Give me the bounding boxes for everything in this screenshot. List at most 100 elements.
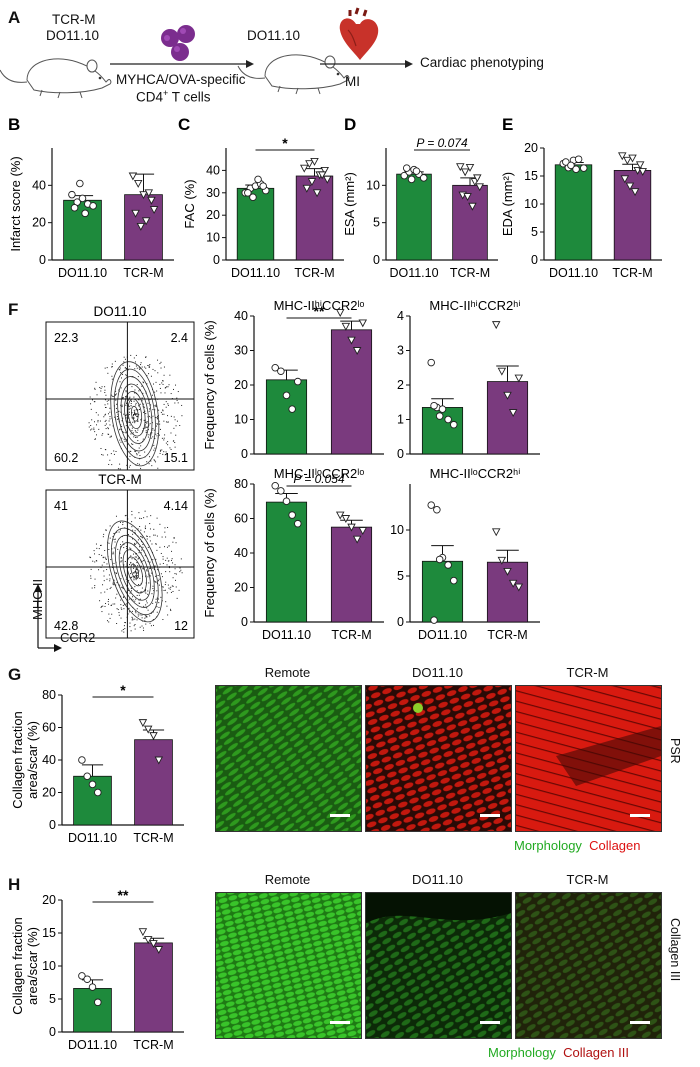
y-tick-label: 0 xyxy=(39,253,46,267)
data-point xyxy=(76,179,84,188)
data-point xyxy=(444,415,452,424)
bar-do11 xyxy=(421,560,464,623)
y-tick-label: 30 xyxy=(206,186,220,200)
data-point xyxy=(282,391,291,400)
category-label: DO11.10 xyxy=(231,266,280,280)
y-axis-label: area/scar (%) xyxy=(25,721,40,799)
data-point xyxy=(358,527,368,536)
flow-x-axis-label: CCR2 xyxy=(60,630,96,645)
mouse-icon xyxy=(237,54,350,95)
panel-label-g: G xyxy=(8,665,22,684)
data-point xyxy=(435,412,444,420)
quadrant-ul: 22.3 xyxy=(54,331,78,345)
data-point xyxy=(323,175,332,184)
y-tick-label: 2 xyxy=(397,378,404,392)
data-point xyxy=(282,497,291,506)
data-point xyxy=(138,928,148,937)
flow-title: DO11.10 xyxy=(93,304,146,319)
flow-contour xyxy=(117,376,153,452)
data-point xyxy=(320,166,329,175)
micrograph-g-tcrm xyxy=(515,685,662,832)
panel-label: D xyxy=(344,115,356,134)
mi-label: MI xyxy=(345,74,360,89)
data-point xyxy=(444,561,452,569)
data-point xyxy=(89,202,97,210)
flow-plot-tcrm: TCR-M 41 4.14 42.8 12 xyxy=(45,472,195,639)
t-cells-icon xyxy=(161,25,195,61)
data-point xyxy=(88,983,97,991)
data-point xyxy=(78,972,86,980)
data-point xyxy=(430,401,438,410)
sig-label: P = 0.074 xyxy=(416,136,468,150)
sig-label: * xyxy=(120,682,126,698)
data-point xyxy=(574,155,583,163)
y-axis-label: area/scar (%) xyxy=(25,927,40,1005)
y-tick-label: 20 xyxy=(234,378,248,392)
y-tick-label: 20 xyxy=(234,581,248,595)
mouse1-label-1: TCR-M xyxy=(52,12,96,27)
data-point xyxy=(562,158,570,166)
data-point xyxy=(402,164,411,172)
data-point xyxy=(305,160,314,169)
y-tick-label: 4 xyxy=(397,309,404,323)
data-point xyxy=(352,535,362,544)
sig-label: P = 0.054 xyxy=(293,472,345,486)
bar-do11 xyxy=(63,199,102,261)
data-point xyxy=(70,203,79,212)
quadrant-ul: 41 xyxy=(54,499,68,513)
data-point xyxy=(143,725,153,734)
data-point xyxy=(288,405,296,413)
y-tick-label: 0 xyxy=(241,447,248,461)
bar-tcrm xyxy=(330,526,373,623)
y-tick-label: 0 xyxy=(397,447,404,461)
bar-tcrm xyxy=(295,175,334,261)
category-label: DO11.10 xyxy=(58,266,107,280)
panel-label-h: H xyxy=(8,875,21,894)
y-axis-label: Frequency of cells (%) xyxy=(202,320,217,449)
data-point xyxy=(628,154,637,163)
chart-title: MHC-IIˡᵒCCR2ˡᵒ xyxy=(274,466,365,481)
chart-f3: 0 20 40 60 80 Frequency of cells (%) MHC-IIˡᵒC… xyxy=(202,466,384,642)
y-tick-label: 80 xyxy=(42,688,56,702)
data-point xyxy=(497,367,507,376)
flow-y-axis-label: MHC-II xyxy=(30,578,45,620)
flow-contour xyxy=(130,405,139,422)
y-tick-label: 20 xyxy=(206,208,220,222)
data-point xyxy=(572,165,580,174)
data-point xyxy=(94,788,102,797)
data-point xyxy=(491,321,501,330)
data-point xyxy=(131,209,140,218)
y-tick-label: 10 xyxy=(206,231,220,245)
data-point xyxy=(277,367,285,375)
panel-label: E xyxy=(502,115,513,134)
bar-do11 xyxy=(73,988,112,1033)
y-axis-label: ESA (mm²) xyxy=(342,172,357,236)
micrograph-h-tcrm xyxy=(515,892,662,1039)
cells-label-1: MYHCA/OVA-specific xyxy=(116,72,246,87)
y-tick-label: 10 xyxy=(234,413,248,427)
chart-c: 0 10 20 30 40 FAC (%) C DO11.10 TCR-M * xyxy=(178,115,344,280)
flow-contour xyxy=(130,563,140,580)
y-tick-label: 80 xyxy=(234,477,248,491)
panel-label: B xyxy=(8,115,20,134)
data-point xyxy=(503,567,512,576)
data-point xyxy=(438,405,447,413)
y-tick-label: 20 xyxy=(42,786,56,800)
data-point xyxy=(412,167,421,175)
chart-h: 0 5 10 15 20 Collagen fraction area/scar (%) DO… xyxy=(10,887,184,1052)
micro-g-title-tcrm: TCR-M xyxy=(566,665,609,680)
flow-contour xyxy=(107,520,163,623)
data-point xyxy=(259,182,267,190)
axis-arrow-head xyxy=(34,584,42,592)
data-point xyxy=(149,940,158,949)
category-label: TCR-M xyxy=(612,266,652,280)
data-point xyxy=(352,347,362,355)
quadrant-ll: 60.2 xyxy=(54,451,78,465)
quadrant-ll: 42.8 xyxy=(54,619,78,633)
y-tick-label: 10 xyxy=(366,178,380,192)
y-tick-label: 15 xyxy=(524,169,538,183)
data-point xyxy=(144,189,154,198)
y-tick-label: 40 xyxy=(32,178,46,192)
